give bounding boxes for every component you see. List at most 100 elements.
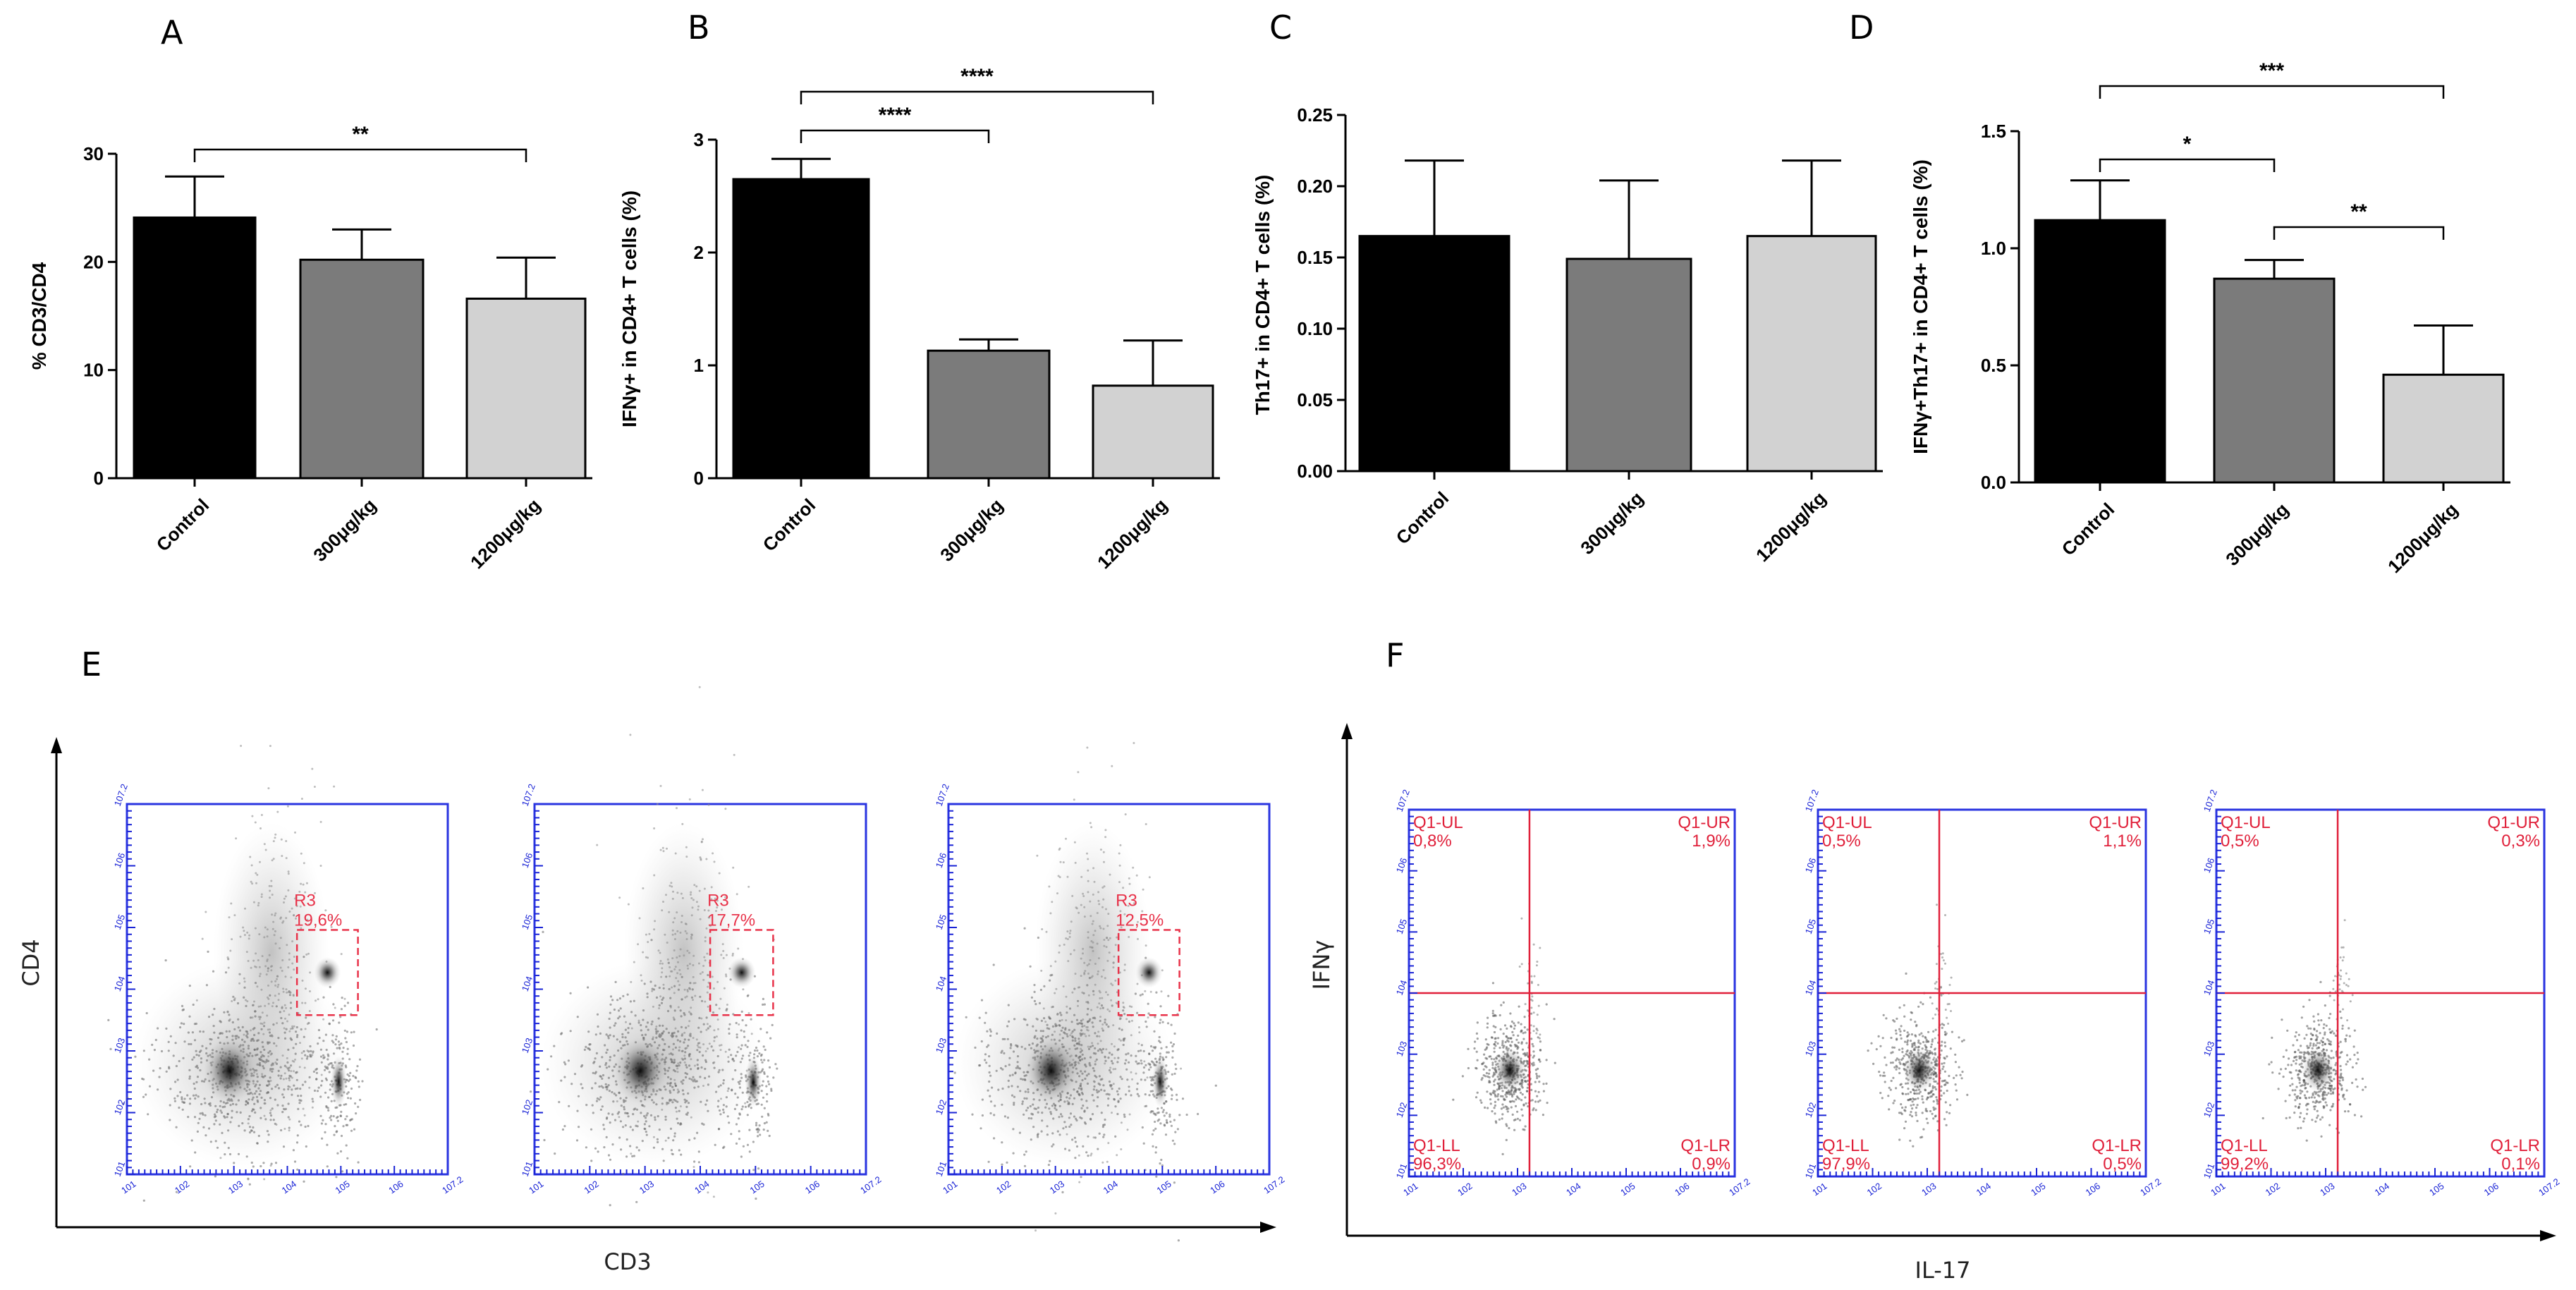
event-dot [1027, 1088, 1030, 1091]
event-dot [245, 951, 248, 954]
event-dot [1095, 1089, 1098, 1092]
event-dot [260, 1164, 262, 1168]
event-dot [209, 1104, 212, 1107]
event-dot [1530, 982, 1533, 985]
event-dot [1474, 1040, 1477, 1043]
event-dot [344, 1118, 347, 1121]
quadrant-ul-percent: 0,8% [1413, 832, 1452, 851]
event-dot [313, 1089, 317, 1092]
event-dot [1151, 1049, 1154, 1052]
event-dot [681, 1082, 684, 1085]
event-dot [987, 1044, 990, 1047]
event-dot [1089, 946, 1092, 949]
event-dot [269, 1028, 271, 1031]
event-dot [1088, 1063, 1091, 1066]
event-dot [1058, 848, 1061, 851]
event-dot [1023, 1164, 1027, 1167]
event-dot [704, 959, 707, 962]
event-dot [673, 1061, 676, 1064]
event-dot [1074, 973, 1077, 975]
event-dot [1123, 1115, 1126, 1118]
event-dot [286, 1061, 289, 1064]
event-dot [1116, 1112, 1119, 1116]
event-dot [1114, 1105, 1117, 1108]
event-dot [1113, 1057, 1116, 1059]
event-dot [690, 914, 693, 917]
event-dot [304, 891, 307, 894]
event-dot [993, 1137, 996, 1140]
event-dot [563, 1125, 566, 1128]
event-dot [1532, 1061, 1535, 1064]
event-dot [261, 955, 264, 958]
event-dot [704, 1067, 707, 1071]
event-dot [651, 1020, 654, 1023]
event-dot [1081, 1053, 1084, 1056]
event-dot [678, 955, 681, 958]
decade-label: 103 [1048, 1179, 1066, 1196]
event-dot [1171, 1073, 1173, 1076]
event-dot [1943, 1057, 1946, 1060]
event-dot [260, 988, 263, 991]
event-dot [1496, 1088, 1498, 1091]
panel-letter-c: C [1269, 8, 1292, 47]
event-dot [1532, 1030, 1535, 1033]
event-dot [1484, 1106, 1487, 1109]
event-dot [276, 1058, 279, 1061]
event-dot [1104, 1062, 1106, 1065]
event-dot [725, 954, 728, 956]
event-dot [995, 1069, 998, 1072]
event-dot [1035, 1017, 1038, 1020]
event-dot [245, 1100, 248, 1102]
event-dot [1946, 1089, 1948, 1093]
event-dot [342, 1125, 345, 1128]
event-dot [1484, 1038, 1487, 1041]
event-dot [270, 969, 273, 972]
event-dot [1003, 1115, 1006, 1118]
event-dot [1900, 1112, 1903, 1114]
event-dot [658, 1004, 661, 1006]
event-dot [1096, 1105, 1099, 1108]
event-dot [980, 1040, 983, 1043]
event-dot [1092, 1099, 1095, 1102]
event-dot [713, 1061, 716, 1064]
event-dot [243, 1129, 246, 1132]
event-dot [662, 1030, 665, 1033]
event-dot [1083, 973, 1086, 975]
event-dot [319, 865, 322, 867]
y-tick-label: 0.05 [1297, 389, 1333, 410]
event-dot [281, 1006, 283, 1009]
event-dot [257, 959, 260, 961]
event-dot [1023, 1018, 1025, 1021]
event-dot [1069, 953, 1072, 956]
event-dot [627, 1027, 630, 1030]
event-dot [1925, 1040, 1928, 1043]
event-dot [294, 1088, 297, 1090]
event-dot [1165, 1046, 1168, 1049]
event-dot [1051, 1145, 1054, 1148]
event-dot [1493, 1014, 1496, 1017]
event-dot [142, 1095, 145, 1098]
event-dot [1530, 1062, 1533, 1065]
event-dot [1084, 1063, 1087, 1066]
decade-label: 106 [386, 1179, 405, 1196]
event-dot [604, 1044, 606, 1047]
event-dot [613, 1008, 616, 1011]
event-dot [1518, 966, 1521, 968]
event-dot [1484, 1057, 1487, 1059]
event-dot [713, 1036, 716, 1039]
event-dot [1137, 1042, 1140, 1045]
event-dot [286, 991, 288, 994]
event-dot [1088, 977, 1091, 980]
event-dot [1112, 1068, 1115, 1071]
event-dot [173, 1100, 176, 1102]
event-dot [678, 984, 681, 987]
event-dot [281, 1022, 284, 1025]
event-dot [617, 1017, 620, 1020]
event-dot [760, 1090, 763, 1093]
event-dot [707, 1075, 711, 1078]
event-dot [288, 1126, 291, 1129]
event-dot [341, 997, 343, 999]
event-dot [1038, 1002, 1042, 1004]
event-dot [242, 926, 245, 929]
event-dot [271, 965, 274, 968]
